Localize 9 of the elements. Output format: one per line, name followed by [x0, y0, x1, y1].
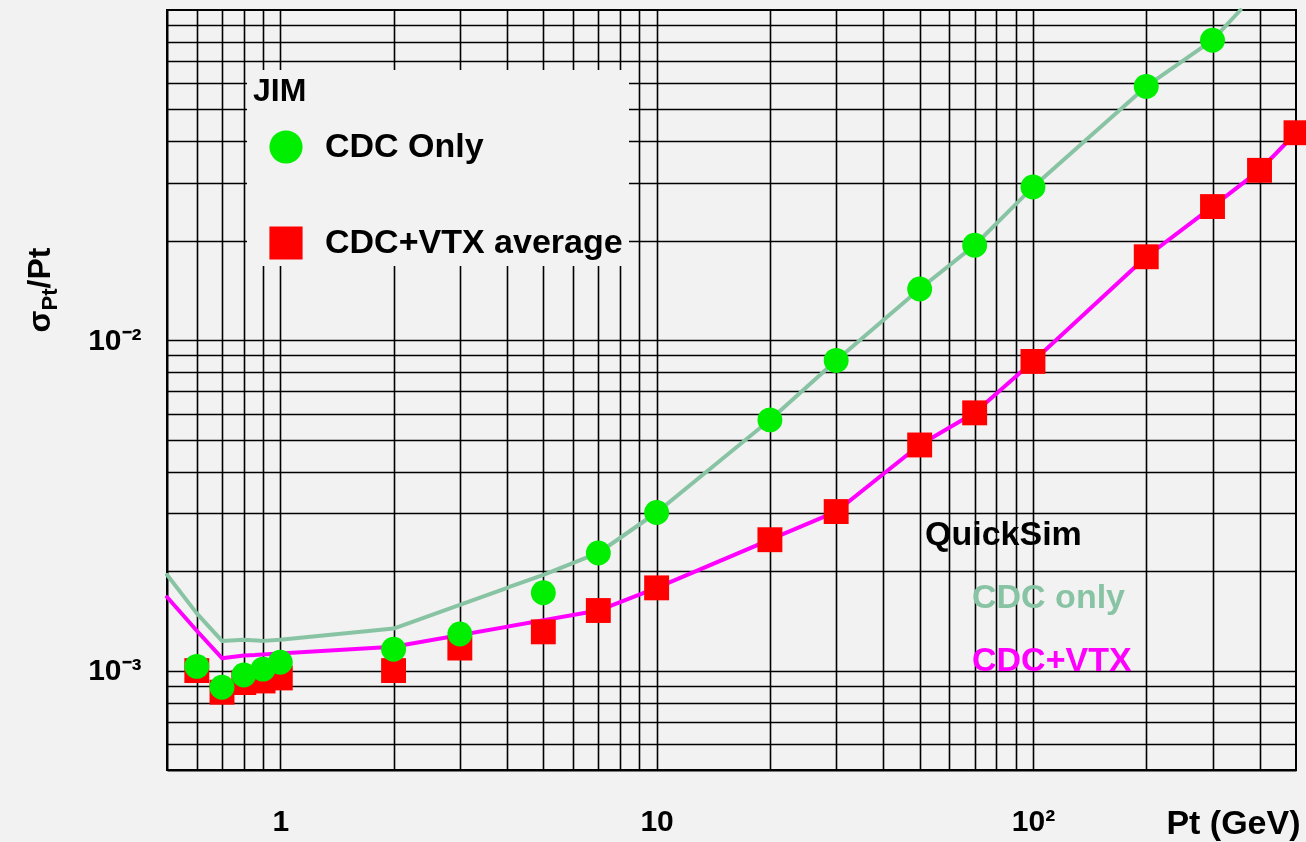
x-axis-title: Pt (GeV): [1166, 802, 1301, 841]
legend-label: CDC Only: [325, 126, 484, 164]
x-tick-label: 10²: [1011, 803, 1056, 837]
legend-title: JIM: [253, 72, 307, 108]
x-tick-label: 10: [640, 803, 674, 837]
y-tick-label: 10⁻²: [88, 322, 142, 356]
x-tick-label: 1: [272, 803, 290, 837]
y-tick-label: 10⁻³: [88, 653, 142, 687]
legend-label: CDC+VTX average: [325, 222, 623, 260]
